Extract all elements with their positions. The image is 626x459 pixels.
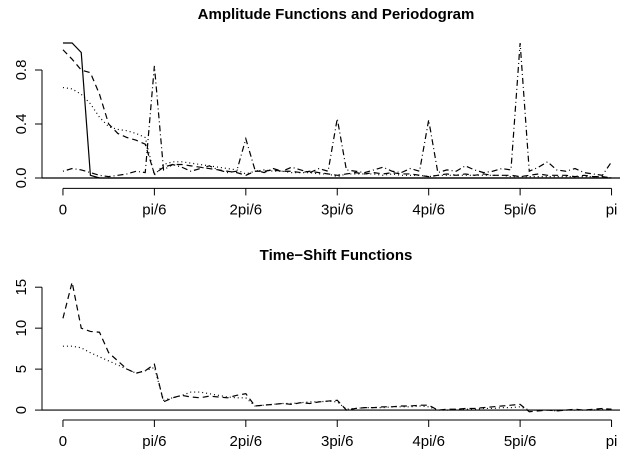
x-tick-label: 2pi/6 bbox=[230, 433, 263, 450]
series-line bbox=[62, 49, 612, 179]
x-tick-label: 5pi/6 bbox=[504, 433, 537, 450]
x-tick-label: 3pi/6 bbox=[321, 433, 354, 450]
x-tick-label: 3pi/6 bbox=[321, 201, 354, 218]
y-tick-label: 5 bbox=[13, 365, 30, 373]
y-tick-label: 0.0 bbox=[13, 168, 30, 189]
x-tick-label: 5pi/6 bbox=[504, 201, 537, 218]
series-line bbox=[62, 345, 612, 412]
chart-title: Amplitude Functions and Periodogram bbox=[198, 6, 475, 23]
series-line bbox=[62, 282, 612, 413]
series-line bbox=[62, 42, 612, 179]
y-tick-label: 10 bbox=[13, 320, 30, 337]
y-tick-label: 0 bbox=[13, 406, 30, 414]
x-tick-label: 4pi/6 bbox=[412, 433, 445, 450]
x-tick-label: pi/6 bbox=[142, 433, 166, 450]
x-tick-label: 0 bbox=[59, 201, 67, 218]
x-tick-label: 4pi/6 bbox=[412, 201, 445, 218]
series-line bbox=[62, 86, 612, 179]
series-line bbox=[62, 42, 613, 178]
x-tick-label: pi bbox=[606, 201, 618, 218]
chart-title: Time−Shift Functions bbox=[260, 247, 413, 264]
x-tick-label: 2pi/6 bbox=[230, 201, 263, 218]
x-tick-label: pi bbox=[606, 433, 618, 450]
x-tick-label: 0 bbox=[59, 433, 67, 450]
y-tick-label: 15 bbox=[13, 279, 30, 296]
y-tick-label: 0.8 bbox=[13, 60, 30, 81]
x-tick-label: pi/6 bbox=[142, 201, 166, 218]
y-tick-label: 0.4 bbox=[13, 114, 30, 135]
